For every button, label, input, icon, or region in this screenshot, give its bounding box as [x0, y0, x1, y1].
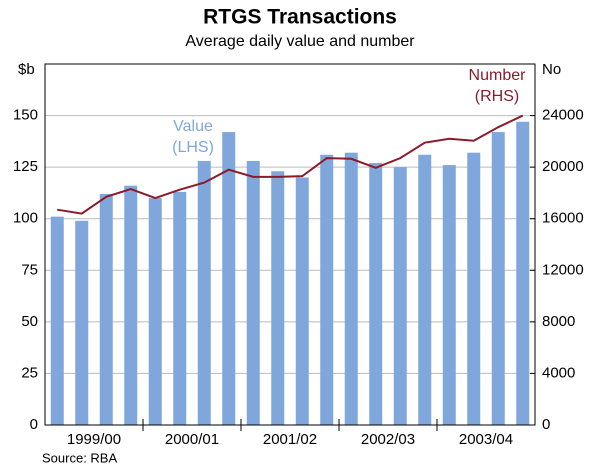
series-axis-note: (RHS): [475, 88, 519, 105]
source: Source: RBA: [42, 450, 117, 465]
x-group-label: 2002/03: [361, 431, 415, 448]
x-group-label: 1999/00: [67, 431, 121, 448]
bar: [491, 132, 505, 425]
bar: [173, 191, 187, 425]
bar: [99, 193, 113, 425]
bar: [369, 163, 383, 425]
y-tick-label: 100: [13, 210, 38, 227]
bar: [467, 152, 481, 425]
y-axis-label: $b: [18, 61, 35, 78]
y2-tick-label: 12000: [542, 261, 584, 278]
bar: [197, 160, 211, 425]
series-label: Value: [173, 118, 213, 135]
x-group-label: 2003/04: [459, 431, 513, 448]
bar: [148, 198, 162, 425]
bar: [393, 167, 407, 425]
bar: [246, 160, 260, 425]
y-tick-label: 75: [21, 261, 38, 278]
line: [57, 114, 524, 215]
y2-tick-label: 4000: [542, 364, 575, 381]
x-group-label: 2001/02: [263, 431, 317, 448]
x-group-label: 2000/01: [165, 431, 219, 448]
series-axis-note: (LHS): [172, 139, 214, 156]
y-tick-label: 50: [21, 313, 38, 330]
bar: [124, 185, 138, 425]
y2-tick-label: 0: [542, 416, 550, 433]
chart-subtitle: Average daily value and number: [185, 33, 415, 50]
bar: [418, 154, 432, 425]
series-label: Number: [469, 67, 527, 84]
y-tick-label: 125: [13, 158, 38, 175]
y2-axis-label: No: [542, 61, 561, 78]
bar: [344, 152, 358, 425]
y-tick-label: 25: [21, 364, 38, 381]
bar: [75, 220, 89, 425]
bar: [442, 165, 456, 425]
bar: [516, 121, 530, 425]
y-tick-label: 0: [30, 416, 38, 433]
chart-title: RTGS Transactions: [203, 6, 397, 29]
bar: [320, 154, 334, 425]
y2-tick-label: 16000: [542, 210, 584, 227]
plot-frame: [44, 63, 536, 426]
y2-tick-label: 24000: [542, 107, 584, 124]
bar: [50, 216, 64, 425]
bar: [271, 171, 285, 425]
bar: [222, 132, 236, 425]
y2-tick-label: 8000: [542, 313, 575, 330]
y-tick-label: 150: [13, 107, 38, 124]
y2-tick-label: 20000: [542, 158, 584, 175]
bar: [295, 177, 309, 425]
